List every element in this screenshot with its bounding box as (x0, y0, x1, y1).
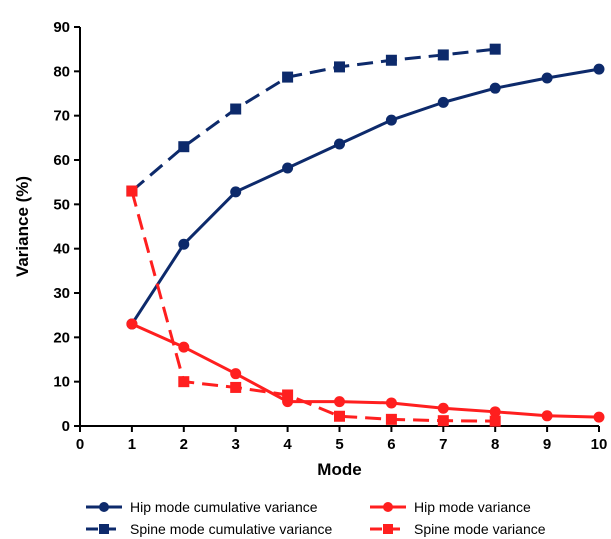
series-4 (126, 185, 501, 427)
x-tick-label: 8 (491, 436, 499, 453)
y-tick-label: 30 (53, 285, 70, 302)
series-line (130, 47, 496, 193)
data-point (385, 114, 397, 126)
y-tick-label: 60 (53, 152, 70, 169)
data-point (489, 406, 501, 418)
data-point (541, 72, 553, 84)
data-point (541, 410, 553, 422)
data-point (126, 185, 138, 197)
x-tick-label: 2 (180, 436, 188, 453)
data-point (385, 54, 397, 66)
x-axis-ticks: 0 1 2 3 4 5 6 7 8 9 10 (76, 426, 608, 453)
x-tick-label: 10 (591, 436, 608, 453)
data-point (99, 524, 109, 534)
y-axis-ticks: 0 10 20 30 40 50 60 70 80 90 (53, 19, 80, 435)
data-point (282, 71, 294, 83)
data-point (383, 524, 393, 534)
legend-label: Spine mode cumulative variance (130, 521, 333, 537)
data-point (593, 411, 605, 423)
y-tick-label: 50 (53, 196, 70, 213)
x-tick-label: 3 (232, 436, 240, 453)
series-2 (126, 43, 501, 197)
data-point (230, 368, 242, 380)
legend: Hip mode cumulative variance Hip mode var… (86, 499, 546, 537)
data-point (178, 376, 190, 388)
y-tick-label: 80 (53, 63, 70, 80)
data-point (178, 141, 190, 153)
data-point (437, 415, 449, 427)
x-tick-label: 7 (439, 436, 447, 453)
x-tick-label: 9 (543, 436, 551, 453)
legend-label: Hip mode variance (414, 499, 531, 515)
series-line (130, 67, 600, 325)
y-tick-label: 10 (53, 374, 70, 391)
x-tick-label: 4 (283, 436, 292, 453)
data-point (99, 502, 109, 512)
x-tick-label: 5 (335, 436, 343, 453)
data-point (489, 415, 501, 427)
series-line (131, 322, 600, 419)
y-tick-label: 0 (62, 418, 70, 435)
data-point (230, 381, 242, 393)
data-point (282, 162, 294, 174)
series-line (130, 190, 496, 423)
series-1 (126, 63, 605, 330)
data-point (593, 63, 605, 75)
data-point (385, 397, 397, 409)
legend-item: Spine mode cumulative variance (86, 521, 333, 537)
legend-item: Hip mode variance (370, 499, 531, 515)
data-point (385, 413, 397, 425)
data-point (437, 96, 449, 108)
data-point (230, 103, 242, 115)
data-point (334, 410, 345, 422)
x-tick-label: 1 (128, 436, 136, 453)
data-point (437, 402, 449, 414)
y-axis-title: Variance (%) (13, 176, 32, 277)
y-tick-label: 90 (53, 19, 70, 36)
data-point (437, 49, 449, 61)
plot-area (126, 43, 605, 427)
data-point (383, 502, 393, 512)
data-point (334, 396, 345, 408)
y-tick-label: 40 (53, 241, 70, 258)
data-point (282, 389, 294, 401)
data-point (489, 82, 501, 94)
y-tick-label: 70 (53, 108, 70, 125)
data-point (489, 43, 501, 55)
data-point (178, 238, 190, 250)
legend-item: Hip mode cumulative variance (86, 499, 318, 515)
legend-label: Spine mode variance (414, 521, 546, 537)
data-point (126, 318, 138, 330)
y-tick-label: 20 (53, 329, 70, 346)
x-axis-title: Mode (317, 460, 361, 479)
data-point (178, 341, 190, 353)
data-point (230, 186, 242, 198)
x-tick-label: 6 (387, 436, 395, 453)
data-point (334, 138, 345, 150)
legend-label: Hip mode cumulative variance (130, 499, 318, 515)
legend-item: Spine mode variance (370, 521, 546, 537)
series-3 (126, 318, 605, 423)
x-tick-label: 0 (76, 436, 84, 453)
axes (79, 27, 599, 427)
data-point (334, 61, 345, 73)
